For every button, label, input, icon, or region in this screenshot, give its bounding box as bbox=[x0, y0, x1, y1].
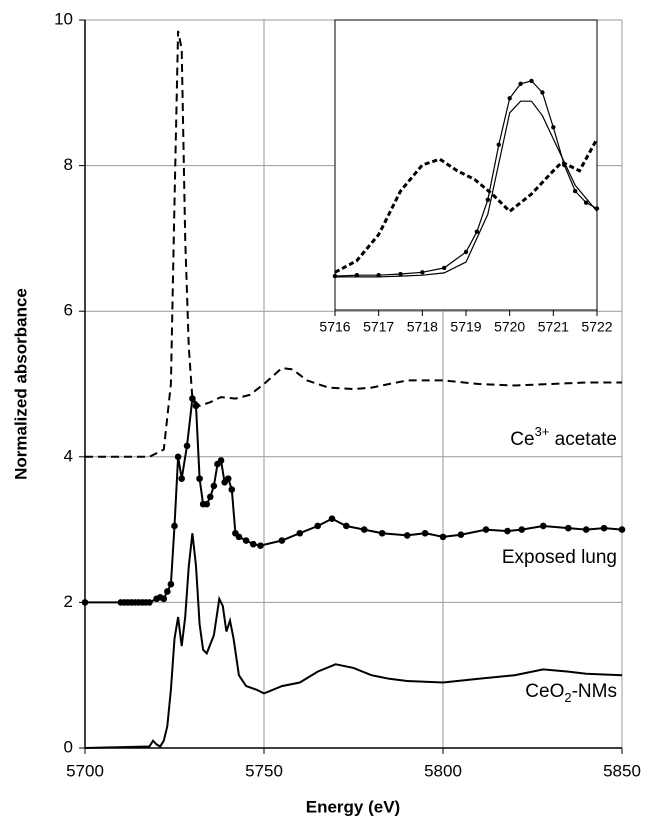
data-point bbox=[421, 529, 429, 537]
series-line bbox=[335, 100, 598, 278]
x-tick-label: 5850 bbox=[603, 761, 641, 780]
data-point bbox=[189, 395, 196, 402]
series-line bbox=[334, 138, 599, 274]
data-point bbox=[160, 595, 168, 603]
series-label-part: acetate bbox=[549, 429, 617, 450]
data-point bbox=[441, 265, 447, 271]
y-tick-label: 2 bbox=[64, 592, 73, 611]
data-point bbox=[463, 249, 469, 255]
data-point bbox=[167, 580, 175, 588]
series-label: Exposed lung bbox=[502, 547, 617, 568]
y-tick-label: 8 bbox=[64, 155, 73, 174]
x-axis-title: Energy (eV) bbox=[306, 797, 400, 816]
y-tick-label: 0 bbox=[64, 737, 73, 756]
data-point bbox=[164, 588, 171, 595]
series-label-part: -NMs bbox=[572, 681, 617, 702]
series-label-part: Ce bbox=[510, 429, 534, 450]
data-point bbox=[228, 486, 236, 493]
data-point bbox=[439, 533, 447, 541]
data-point bbox=[572, 188, 578, 194]
data-point bbox=[551, 125, 556, 130]
series-label-part: 3+ bbox=[535, 424, 550, 439]
data-point bbox=[235, 533, 243, 541]
data-point bbox=[540, 90, 545, 95]
data-point bbox=[398, 271, 403, 277]
data-point bbox=[81, 599, 89, 606]
data-point bbox=[278, 537, 286, 544]
data-point bbox=[296, 529, 304, 537]
data-point bbox=[504, 527, 511, 535]
data-point bbox=[457, 531, 465, 538]
data-point bbox=[210, 482, 218, 490]
x-tick-label: 5719 bbox=[450, 319, 481, 335]
data-point bbox=[474, 229, 480, 234]
data-point bbox=[529, 78, 534, 84]
data-point bbox=[196, 475, 203, 482]
data-point bbox=[203, 500, 211, 508]
data-point bbox=[183, 442, 191, 450]
data-point bbox=[507, 96, 512, 101]
series-line bbox=[84, 533, 623, 749]
series-label-part: 2 bbox=[564, 690, 571, 705]
data-point bbox=[207, 493, 214, 501]
x-tick-label: 5750 bbox=[245, 761, 283, 780]
data-point bbox=[242, 537, 250, 544]
x-tick-label: 5800 bbox=[424, 761, 462, 780]
data-point bbox=[332, 273, 338, 279]
data-point bbox=[328, 515, 336, 522]
data-point bbox=[360, 526, 368, 533]
x-tick-label: 5718 bbox=[407, 319, 438, 335]
y-tick-label: 6 bbox=[64, 301, 73, 320]
data-point bbox=[496, 142, 501, 147]
data-point bbox=[600, 524, 608, 532]
x-tick-label: 5700 bbox=[66, 761, 104, 780]
data-point bbox=[343, 522, 350, 530]
data-point bbox=[565, 524, 572, 532]
series-label: Ce3+ acetate bbox=[510, 424, 617, 450]
x-tick-label: 5720 bbox=[494, 319, 525, 335]
data-point bbox=[178, 475, 185, 482]
y-tick-label: 10 bbox=[54, 9, 73, 28]
inset: 5716 5717 5718 5719 5720 5721 5722 bbox=[319, 19, 613, 335]
data-point bbox=[618, 526, 626, 533]
data-point bbox=[174, 453, 182, 461]
data-point bbox=[582, 526, 590, 533]
series-label: CeO2-NMs bbox=[525, 681, 617, 705]
y-tick-label: 4 bbox=[64, 446, 73, 465]
data-point bbox=[518, 81, 523, 87]
series-label-part: Exposed lung bbox=[502, 547, 617, 568]
x-tick-label: 5722 bbox=[581, 319, 612, 335]
data-point bbox=[420, 270, 425, 275]
data-point bbox=[217, 457, 225, 464]
data-point bbox=[583, 200, 589, 205]
data-point bbox=[146, 599, 153, 606]
data-point bbox=[403, 532, 411, 539]
data-point bbox=[224, 475, 232, 482]
data-point bbox=[378, 529, 386, 537]
x-tick-label: 5716 bbox=[319, 319, 350, 335]
x-tick-label: 5717 bbox=[363, 319, 394, 335]
data-point bbox=[249, 540, 257, 548]
data-point bbox=[192, 402, 200, 410]
series-line bbox=[85, 30, 622, 458]
data-point bbox=[518, 526, 526, 533]
data-point bbox=[314, 522, 322, 530]
x-tick-label: 5721 bbox=[538, 319, 569, 335]
y-axis-title: Normalized absorbance bbox=[11, 288, 30, 480]
data-point bbox=[539, 522, 547, 530]
data-point bbox=[482, 526, 490, 533]
series-label-part: CeO bbox=[525, 681, 564, 702]
data-point bbox=[485, 197, 491, 202]
data-point bbox=[171, 522, 178, 530]
data-point bbox=[257, 542, 264, 549]
